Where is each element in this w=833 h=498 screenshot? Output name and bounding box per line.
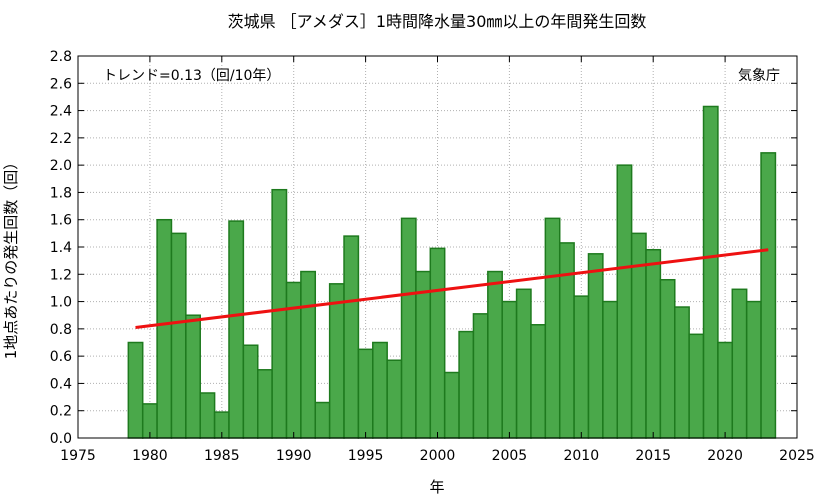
bar-1979 [127,341,144,439]
y-tick-label: 1.6 [50,213,72,229]
x-axis-label: 年 [429,478,444,496]
bar-2001 [443,371,460,439]
x-tick-label: 2025 [779,448,815,464]
bar-2013 [616,164,633,439]
x-tick-label: 2020 [707,448,743,464]
y-tick-label: 0.6 [50,349,72,365]
bar-2021 [731,288,748,439]
x-tick-label: 1985 [204,448,240,464]
y-tick-label: 1.4 [50,240,72,256]
bar-1990 [285,281,302,439]
y-tick-label: 1.8 [50,185,72,201]
bar-2003 [472,313,489,439]
y-tick-label: 0.2 [50,404,72,420]
bar-1997 [386,359,403,439]
bar-1989 [271,188,288,439]
x-tick-label: 2000 [420,448,456,464]
y-tick-label: 2.4 [50,104,72,120]
bar-1996 [372,341,388,439]
bar-1991 [300,270,317,439]
y-tick-label: 2.6 [50,76,72,92]
x-tick-label: 1990 [276,448,312,464]
bar-2019 [702,105,719,439]
bar-2007 [530,324,547,439]
bar-2018 [688,333,705,439]
x-tick-label: 1975 [60,448,96,464]
bar-1992 [314,401,331,439]
bar-1995 [357,348,374,439]
bar-1987 [242,344,259,439]
y-tick-label: 1.0 [50,295,72,311]
bar-2023 [760,152,777,439]
y-tick-label: 2.8 [50,49,72,65]
x-tick-label: 1995 [348,448,384,464]
bar-2015 [645,248,662,439]
y-axis-label: 1地点あたりの発生回数（回） [2,155,20,360]
bar-1988 [257,369,273,439]
trend-line [135,248,769,329]
bar-2000 [429,247,446,439]
bar-1981 [156,218,173,439]
bar-2009 [558,242,575,439]
bar-2016 [659,278,676,439]
bar-1998 [400,217,417,439]
bar-1986 [228,220,245,439]
bar-2004 [487,270,503,439]
bar-2005 [501,300,518,439]
bar-2010 [573,295,590,439]
bar-2022 [745,300,762,439]
bar-1983 [185,314,201,439]
bar-1999 [415,270,432,439]
trend-group [135,248,769,329]
chart-title: 茨城県 ［アメダス］1時間降水量30㎜以上の年間発生回数 [228,12,647,31]
bar-2020 [717,341,734,439]
y-tick-label: 1.2 [50,267,72,283]
y-tick-label: 2.2 [50,131,72,147]
x-tick-label: 2010 [563,448,599,464]
y-tick-label: 0.0 [50,431,72,447]
x-tick-label: 2015 [635,448,671,464]
axis-ticks: 1975 1980 1985 1990 1995 2000 2005 2010 2015 2020… [50,49,815,464]
bar-2017 [674,306,690,439]
trend-annotation: トレンド=0.13（回/10年） [103,68,280,84]
y-tick-label: 0.8 [50,322,72,338]
bar-2006 [515,288,532,439]
x-tick-label: 1980 [132,448,168,464]
bar-2012 [602,300,618,439]
y-tick-label: 0.4 [50,376,72,392]
y-tick-label: 2.0 [50,158,72,174]
bar-2002 [458,330,475,439]
x-tick-label: 2005 [492,448,528,464]
bar-1984 [199,392,216,439]
bar-1993 [328,283,345,439]
bar-2011 [587,253,604,439]
bar-1994 [343,235,360,439]
bar-2008 [544,217,561,439]
bars-group [127,105,777,439]
source-label: 気象庁 [738,68,780,84]
bar-1982 [170,232,187,439]
